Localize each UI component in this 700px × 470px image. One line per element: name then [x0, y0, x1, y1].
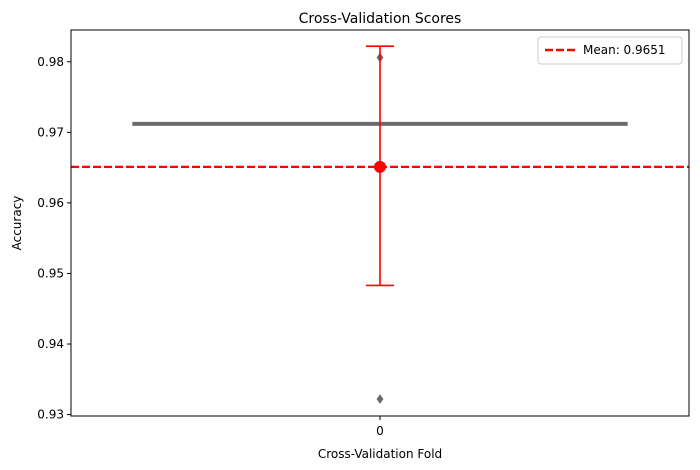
- x-axis: 0: [376, 416, 384, 438]
- y-tick-label: 0.94: [37, 337, 64, 351]
- y-tick-label: 0.96: [37, 196, 64, 210]
- y-tick-label: 0.97: [37, 125, 64, 139]
- x-tick-label: 0: [376, 424, 384, 438]
- plot-area: [71, 45, 689, 404]
- y-tick-label: 0.95: [37, 266, 64, 280]
- outlier-point: [376, 394, 384, 404]
- y-axis-label: Accuracy: [10, 196, 24, 251]
- y-tick-label: 0.98: [37, 55, 64, 69]
- legend-box: [537, 36, 683, 65]
- y-tick-label: 0.93: [37, 408, 64, 422]
- y-axis: 0.93 0.94 0.95 0.96 0.97 0.98: [37, 55, 71, 422]
- chart-title: Cross-Validation Scores: [299, 11, 462, 27]
- legend-label-mean: Mean: 0.9651: [583, 43, 666, 57]
- legend: Mean: 0.9651: [537, 36, 683, 65]
- x-axis-label: Cross-Validation Fold: [318, 447, 442, 461]
- mean-point: [374, 160, 386, 173]
